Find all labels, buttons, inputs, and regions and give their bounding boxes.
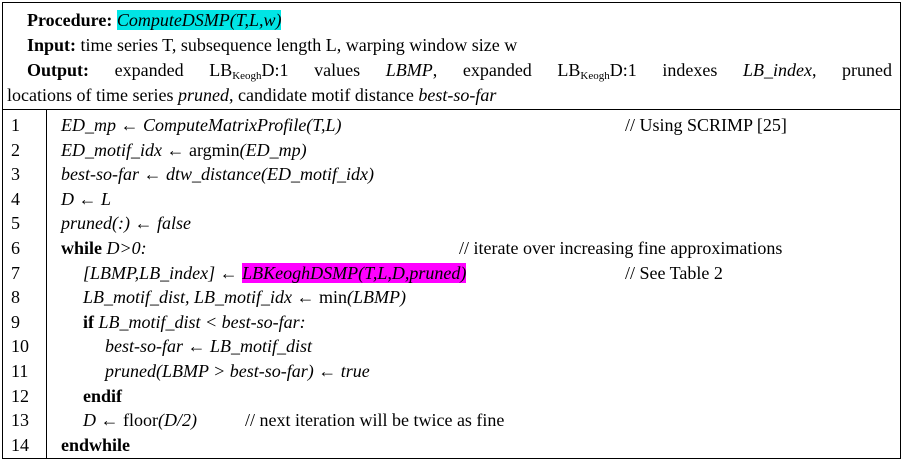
line-number: 13 (11, 410, 29, 431)
code-segment: D ← L (61, 188, 112, 209)
code-segment: ED_motif_idx ← (61, 139, 189, 160)
code-text: endwhile (61, 433, 130, 458)
code-line: 10 best-so-far ← LB_motif_dist (3, 334, 900, 359)
line-number: 12 (11, 385, 29, 406)
code-line: 3 best-so-far ← dtw_distance(ED_motif_idx… (3, 162, 900, 187)
function-name: min (319, 287, 348, 308)
code-segment: (ED_mp) (239, 139, 307, 160)
code-segment: D>0: (102, 238, 147, 258)
output2-text-a: locations of time series (7, 85, 178, 105)
code-text: D ← floor(D/2) (83, 408, 197, 433)
line-number: 7 (11, 262, 20, 283)
input-label: Input: (27, 35, 77, 55)
line-number: 1 (11, 115, 20, 135)
output-label: Output: (27, 60, 90, 80)
output-text-c: LBMP (385, 60, 433, 80)
keyword: endwhile (61, 434, 131, 455)
code-text: while D>0: (61, 236, 147, 261)
line-number: 5 (11, 213, 20, 234)
algorithm-header: Procedure: ComputeDSMP(T,L,w) Input: tim… (3, 3, 900, 110)
code-comment: // iterate over increasing fine approxim… (459, 238, 783, 258)
line-number: 9 (11, 311, 20, 332)
function-name: floor (123, 410, 158, 431)
output2-text-d: best-so-far (418, 85, 497, 105)
line-number-divider (46, 109, 47, 458)
line-number: 4 (11, 188, 20, 209)
code-segment: pruned(:) ← false (61, 213, 191, 234)
code-comment: // next iteration will be twice as fine (245, 410, 505, 431)
line-number: 14 (11, 434, 29, 455)
keyword: if (83, 311, 94, 332)
code-line: 6 while D>0: // iterate over increasing fi… (3, 236, 900, 261)
line-number: 11 (11, 361, 29, 381)
code-segment: LB_motif_dist < best-so-far: (94, 311, 306, 332)
code-line: 4 D ← L (3, 187, 900, 212)
code-text: best-so-far ← LB_motif_dist (105, 334, 312, 359)
output-text-d: , expanded LB (432, 60, 581, 80)
code-text: [LBMP,LB_index] ← LBKeoghDSMP(T,L,D,prun… (83, 261, 467, 286)
code-segment: D ← (83, 410, 123, 431)
code-line: 1 ED_mp ← ComputeMatrixProfile(T,L) // Usi… (3, 113, 900, 138)
code-segment: best-so-far ← LB_motif_dist (105, 336, 313, 357)
input-line: Input: time series T, subsequence length… (27, 33, 517, 58)
output-text-b: D:1 values (261, 60, 386, 80)
code-line: 8 LB_motif_dist, LB_motif_idx ← min(LBMP) (3, 285, 900, 310)
code-segment: [LBMP,LB_index] ← (83, 262, 243, 283)
code-text: ED_motif_idx ← argmin(ED_mp) (61, 138, 307, 163)
line-number: 6 (11, 238, 20, 258)
code-text: pruned(LBMP > best-so-far) ← true (105, 359, 370, 384)
procedure-name: ComputeDSMP(T,L,w) (116, 10, 282, 30)
function-name: argmin (189, 139, 240, 160)
line-number: 2 (11, 139, 20, 160)
code-comment: // Using SCRIMP [25] (625, 115, 787, 135)
code-line: 11 pruned(LBMP > best-so-far) ← true (3, 359, 900, 384)
code-line: 7 [LBMP,LB_index] ← LBKeoghDSMP(T,L,D,pru… (3, 261, 900, 286)
keyword: while (61, 238, 103, 258)
procedure-label: Procedure: (27, 10, 113, 30)
code-text: pruned(:) ← false (61, 211, 191, 236)
output-sub-2: Keogh (580, 70, 610, 82)
output-text-g: , pruned (811, 60, 893, 80)
code-line: 2 ED_motif_idx ← argmin(ED_mp) (3, 138, 900, 163)
output2-text-b: pruned (177, 85, 229, 105)
line-number: 3 (11, 164, 20, 185)
input-text: time series T, subsequence length L, war… (80, 35, 518, 55)
code-text: ED_mp ← ComputeMatrixProfile(T,L) (61, 113, 341, 138)
output-text-f: LB_index (742, 60, 812, 80)
code-segment: (D/2) (158, 410, 197, 431)
output-text-e: D:1 indexes (609, 60, 743, 80)
code-segment: ED_mp ← ComputeMatrixProfile(T,L) (61, 115, 342, 135)
code-comment: // See Table 2 (625, 262, 723, 283)
output-sub-1: Keogh (232, 70, 262, 82)
line-number: 10 (11, 336, 29, 357)
code-segment: best-so-far ← dtw_distance(ED_motif_idx) (61, 164, 374, 185)
output-line-2: locations of time series pruned, candida… (7, 83, 496, 108)
code-line: 9 if LB_motif_dist < best-so-far: (3, 310, 900, 335)
code-line: 5 pruned(:) ← false (3, 211, 900, 236)
code-segment: pruned(LBMP > best-so-far) ← true (105, 361, 370, 381)
output-line-1: Output: expanded LBKeoghD:1 values LBMP,… (27, 58, 892, 83)
output-text-a: expanded LB (114, 60, 233, 80)
keyword: endif (83, 385, 123, 406)
line-number: 8 (11, 287, 20, 308)
code-text: endif (83, 384, 122, 409)
code-segment: LB_motif_dist, LB_motif_idx ← (83, 287, 320, 308)
code-line: 12 endif (3, 384, 900, 409)
procedure-line: Procedure: ComputeDSMP(T,L,w) (27, 8, 282, 33)
code-segment: (LBMP) (347, 287, 407, 308)
code-text: if LB_motif_dist < best-so-far: (83, 310, 306, 335)
code-text: LB_motif_dist, LB_motif_idx ← min(LBMP) (83, 285, 406, 310)
output2-text-c: , candidate motif distance (228, 85, 419, 105)
code-line: 14 endwhile (3, 433, 900, 458)
code-text: best-so-far ← dtw_distance(ED_motif_idx) (61, 162, 374, 187)
code-text: D ← L (61, 187, 111, 212)
code-line: 13 D ← floor(D/2) // next iteration will b… (3, 408, 900, 433)
highlighted-call: LBKeoghDSMP(T,L,D,pruned) (242, 262, 467, 283)
